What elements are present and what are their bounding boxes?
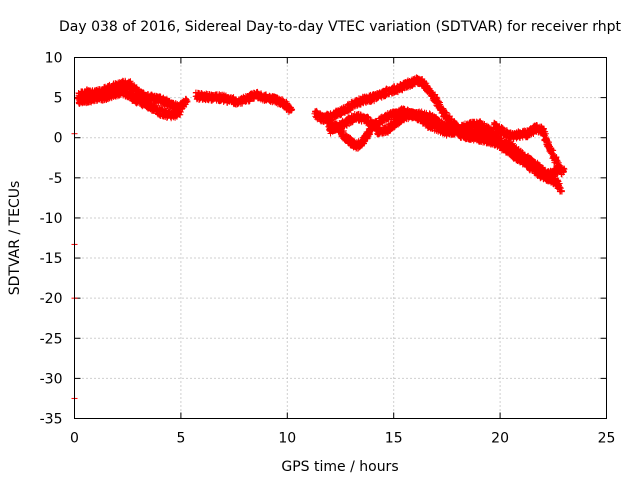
y-tick-label: -10 (40, 211, 63, 227)
x-tick-label: 25 (598, 431, 616, 447)
y-tick-label: -20 (40, 291, 63, 307)
y-tick-label: 0 (54, 131, 63, 147)
x-tick-label: 10 (278, 431, 296, 447)
series-track-c (192, 88, 296, 116)
y-tick-label: -15 (40, 251, 63, 267)
series-track-a (74, 77, 191, 114)
data-point (127, 81, 134, 88)
data-point (288, 107, 295, 114)
y-tick-label: 10 (45, 51, 63, 67)
data-point (258, 90, 265, 97)
y-tick-label: -30 (40, 371, 63, 387)
series-track-b (74, 85, 184, 122)
y-tick-label: -35 (40, 412, 63, 428)
chart-title: Day 038 of 2016, Sidereal Day-to-day VTE… (59, 19, 621, 35)
data-point (184, 97, 191, 104)
x-tick-label: 20 (491, 431, 509, 447)
data-point (177, 109, 184, 116)
data-point (176, 111, 183, 118)
x-tick-label: 5 (176, 431, 185, 447)
y-tick-label: -25 (40, 331, 63, 347)
x-tick-label: 0 (70, 431, 79, 447)
y-tick-label: -5 (49, 171, 63, 187)
x-tick-label: 15 (385, 431, 403, 447)
y-tick-label: 5 (54, 91, 63, 107)
axis-ticks: 0 5 10 15 20 25 10 5 0 -5 -10 -15 -20 -25 -30 -35 (40, 51, 616, 447)
plot-area (71, 74, 568, 399)
